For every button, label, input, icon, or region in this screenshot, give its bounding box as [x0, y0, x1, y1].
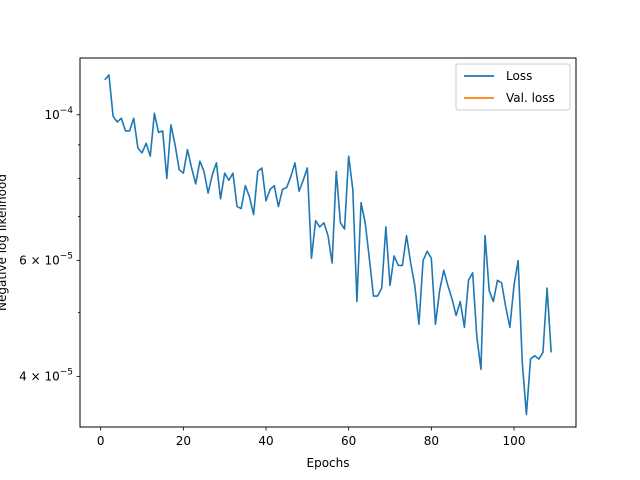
- legend-label-val-loss: Val. loss: [506, 91, 555, 105]
- axes-frame: [79, 57, 577, 428]
- y-tick-label: 4 × 10−5: [19, 367, 73, 383]
- axis-ticks: 0 20 40 60 80 100 10−4 6 × 10−5 4 × 10−5: [19, 106, 525, 448]
- x-tick-label: 100: [503, 434, 526, 448]
- legend-label-loss: Loss: [506, 69, 532, 83]
- y-tick-label: 10−4: [44, 106, 73, 122]
- plot-area: [79, 57, 577, 428]
- y-axis-label: Negative log likelihood: [0, 174, 9, 311]
- x-tick-label: 20: [176, 434, 191, 448]
- x-tick-label: 40: [258, 434, 273, 448]
- x-axis-label: Epochs: [307, 456, 350, 470]
- x-tick-label: 80: [424, 434, 439, 448]
- series-line-loss: [104, 74, 552, 416]
- legend: Loss Val. loss: [455, 63, 571, 111]
- y-tick-label: 6 × 10−5: [19, 252, 73, 268]
- x-tick-label: 60: [341, 434, 356, 448]
- x-tick-label: 0: [97, 434, 105, 448]
